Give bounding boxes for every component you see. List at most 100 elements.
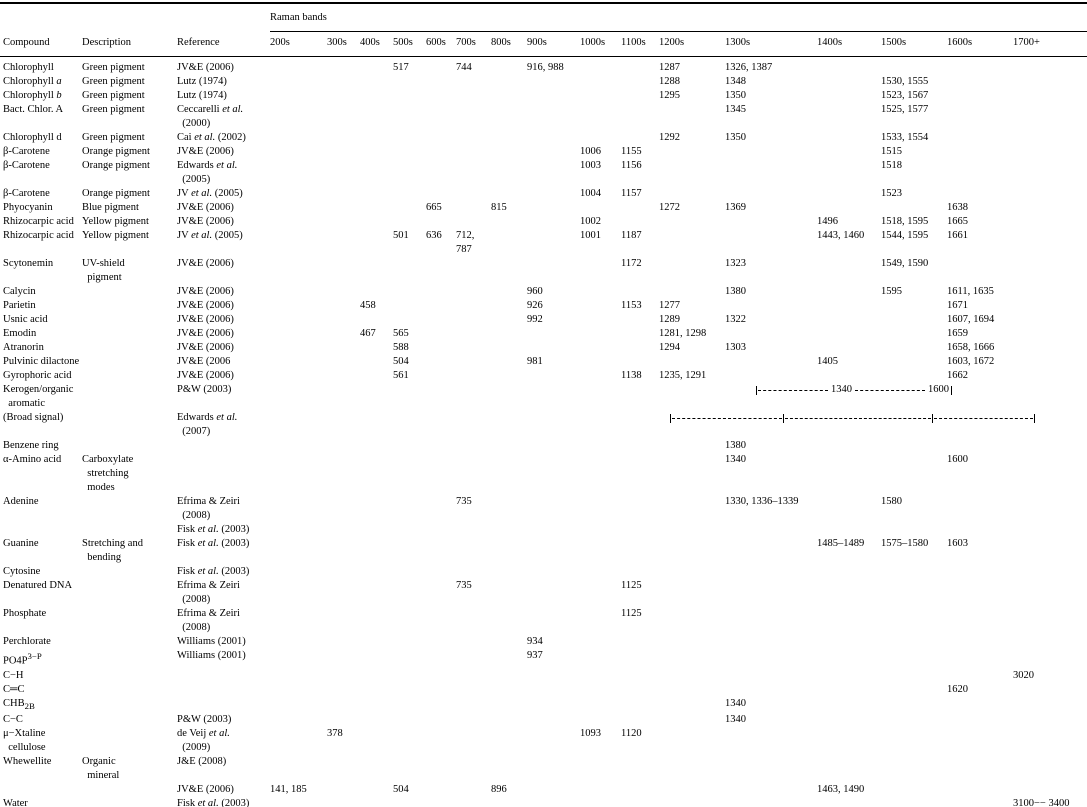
band-cell-900s [527, 229, 580, 257]
band-cell-1600s [947, 159, 1013, 187]
table-row: β-Carotene Orange pigment JV et al. (2005)… [0, 187, 1087, 201]
band-cell-900s [527, 783, 580, 797]
band-cell-800s [491, 327, 527, 341]
band-cell-800s [491, 57, 527, 76]
band-cell-800s [491, 89, 527, 103]
band-cell-800s [491, 159, 527, 187]
band-cell-800s [491, 607, 527, 635]
band-cell-1100s [621, 565, 659, 579]
band-cell-1500s [881, 439, 947, 453]
reference-cell: P&W (2003) [177, 384, 232, 395]
band-cell-700s [456, 355, 491, 369]
band-cell-1400s [817, 713, 881, 727]
band-cell-1100s [621, 755, 659, 783]
band-cell-1400s [817, 257, 881, 285]
band-cell-300s [327, 355, 360, 369]
band-cell-300s [327, 439, 360, 453]
band-cell-700s [456, 635, 491, 649]
band-cell-1000s [580, 131, 621, 145]
reference-cell: Fisk et al. (2003) [177, 797, 250, 807]
reference-cell: JV&E (2006) [177, 314, 234, 325]
band-cell-700s [456, 201, 491, 215]
range-label: 1600 [928, 384, 949, 395]
compound-cell: Whewellite [3, 755, 52, 767]
range-end-tick [951, 385, 952, 395]
table-row: Emodin JV&E (2006) 467 565 1281, 1298 1659 [0, 327, 1087, 341]
description-cell: UV-shield pigment [82, 258, 125, 283]
band-cell-600s [426, 257, 456, 285]
band-cell-900s [527, 159, 580, 187]
band-cell-1700+ [1013, 215, 1087, 229]
band-cell-1200s [659, 697, 725, 713]
band-cell-600s [426, 495, 456, 523]
band-cell-1500s: 1595 [881, 286, 902, 297]
compound-cell: Atranorin [3, 342, 44, 353]
band-cell-1400s [817, 565, 881, 579]
band-cell-900s [527, 341, 580, 355]
band-cell-700s [456, 411, 491, 439]
band-cell-700s [456, 783, 491, 797]
band-cell-300s [327, 103, 360, 131]
band-cell-1000s [580, 257, 621, 285]
band-cell-1100s [621, 669, 659, 683]
band-cell-500s: 504 [393, 356, 409, 367]
band-cell-1000s [580, 411, 621, 439]
band-cell-600s [426, 103, 456, 131]
band-cell-900s [527, 523, 580, 537]
band-cell-1000s [580, 579, 621, 607]
band-cell-1200s [659, 797, 725, 807]
band-cell-900s: 981 [527, 356, 543, 367]
band-cell-700s [456, 257, 491, 285]
range-line [670, 411, 1036, 425]
band-cell-800s [491, 103, 527, 131]
reference-cell: Efrima & Zeiri (2008) [177, 608, 240, 633]
range-line: 1340 1600 [756, 383, 952, 397]
band-cell-1100s [621, 355, 659, 369]
table-row: μ−Xtaline cellulose de Veij et al. (2009)… [0, 727, 1087, 755]
band-cell-1600s [947, 103, 1013, 131]
band-cell-1200s [659, 453, 725, 495]
band-cell-700s [456, 313, 491, 327]
band-cell-700s [456, 523, 491, 537]
description-cell [82, 783, 177, 797]
description-cell [82, 697, 177, 713]
band-cell-1300s: 1380 [725, 440, 746, 451]
table-row: Water Fisk et al. (2003) 3100−− 3400 [0, 797, 1087, 807]
band-cell-1700+ [1013, 75, 1087, 89]
band-cell-200s [270, 341, 327, 355]
band-cell-400s [360, 229, 393, 257]
band-cell-1000s [580, 797, 621, 807]
band-cell-900s: 960 [527, 286, 543, 297]
column-header-reference: Reference [177, 31, 270, 57]
compound-cell: Guanine [3, 538, 39, 549]
compound-cell: α-Amino acid [3, 454, 62, 465]
band-cell-900s [527, 327, 580, 341]
band-cell-1700+ [1013, 523, 1087, 537]
column-header-400s: 400s [360, 31, 393, 57]
band-cell-700s [456, 383, 491, 411]
band-cell-800s [491, 439, 527, 453]
band-cell-700s [456, 755, 491, 783]
band-cell-800s [491, 187, 527, 201]
band-cell-600s [426, 187, 456, 201]
band-cell-1700+ [1013, 683, 1087, 697]
band-cell-700s: 735 [456, 580, 472, 591]
band-cell-1300s: 1348 [725, 76, 746, 87]
band-cell-1100s: 1155 [621, 146, 642, 157]
reference-cell [177, 453, 270, 495]
band-cell-1700+ [1013, 565, 1087, 579]
compound-cell: Emodin [3, 328, 37, 339]
band-cell-700s: 744 [456, 62, 472, 73]
compound-cell: C−H [3, 669, 24, 681]
band-cell-700s [456, 145, 491, 159]
band-cell-500s: 517 [393, 62, 409, 73]
band-cell-1200s: 1294 [659, 342, 680, 353]
band-cell-1300s: 1323 [725, 258, 746, 269]
band-cell-1400s [817, 201, 881, 215]
table-row: JV&E (2006) 141, 185 504 896 1463, 1490 [0, 783, 1087, 797]
band-cell-400s [360, 713, 393, 727]
description-cell [82, 341, 177, 355]
band-cell-200s [270, 649, 327, 669]
band-cell-1600s [947, 755, 1013, 783]
band-cell-1300s [725, 229, 817, 257]
